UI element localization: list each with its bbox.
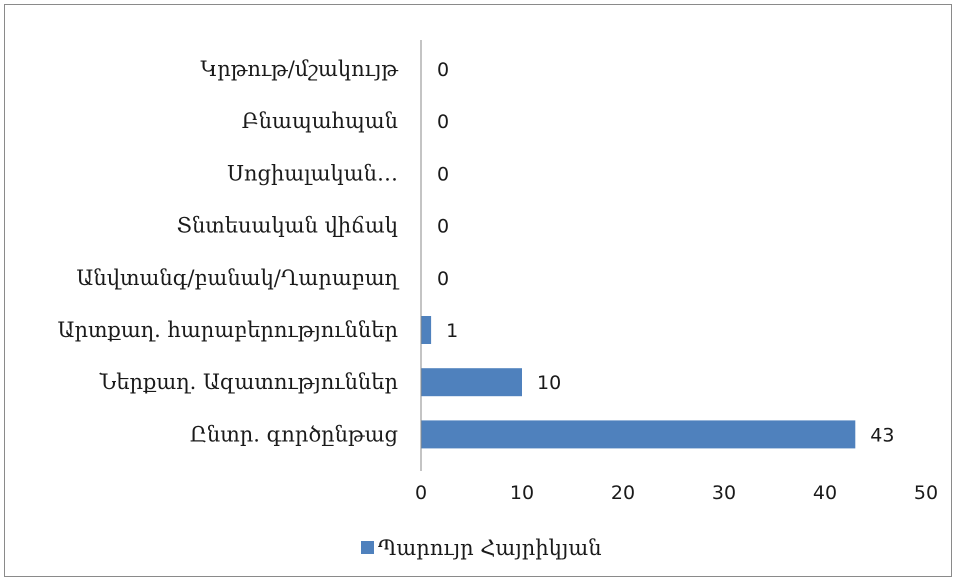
bar [421, 368, 522, 397]
data-label: 0 [437, 163, 449, 185]
x-tick-label: 10 [510, 482, 534, 504]
bar [421, 420, 856, 449]
x-tick-label: 20 [611, 482, 635, 504]
data-label: 0 [437, 59, 449, 81]
category-label: Տնտեսական վիճակ [177, 214, 398, 238]
category-label: Սոցիալական… [227, 161, 398, 185]
category-label: Կրթութ/մշակույթ [200, 57, 398, 81]
category-label: Արտքաղ. հարաբերություններ [57, 318, 398, 342]
category-label: Բնապահպան [242, 109, 398, 133]
category-label: Ներքաղ. Ազատություններ [99, 370, 398, 394]
bar [421, 316, 432, 344]
data-label: 10 [537, 372, 561, 394]
x-tick-label: 0 [415, 482, 427, 504]
x-tick-label: 30 [712, 482, 736, 504]
legend-label: Պարույր Հայրիկյան [378, 536, 602, 560]
legend: Պարույր Հայրիկյան [361, 536, 602, 560]
legend-swatch [361, 541, 374, 554]
chart-frame [4, 4, 952, 577]
bars [421, 316, 856, 449]
data-label: 0 [437, 216, 449, 238]
data-labels: 0 0 0 0 0 1 10 43 [437, 59, 894, 446]
x-tick-label: 50 [914, 482, 938, 504]
value-axis: 0 10 20 30 40 50 [415, 40, 938, 504]
category-label: Անվտանգ/բանակ/Ղարաբաղ [76, 266, 399, 290]
data-label: 43 [870, 424, 894, 446]
data-label: 1 [446, 320, 458, 342]
category-label: Ընտր. գործընթաց [190, 422, 398, 446]
x-tick-label: 40 [813, 482, 837, 504]
data-label: 0 [437, 268, 449, 290]
category-labels: Կրթութ/մշակույթ Բնապահպան Սոցիալական… Տնտես… [57, 57, 399, 446]
data-label: 0 [437, 111, 449, 133]
